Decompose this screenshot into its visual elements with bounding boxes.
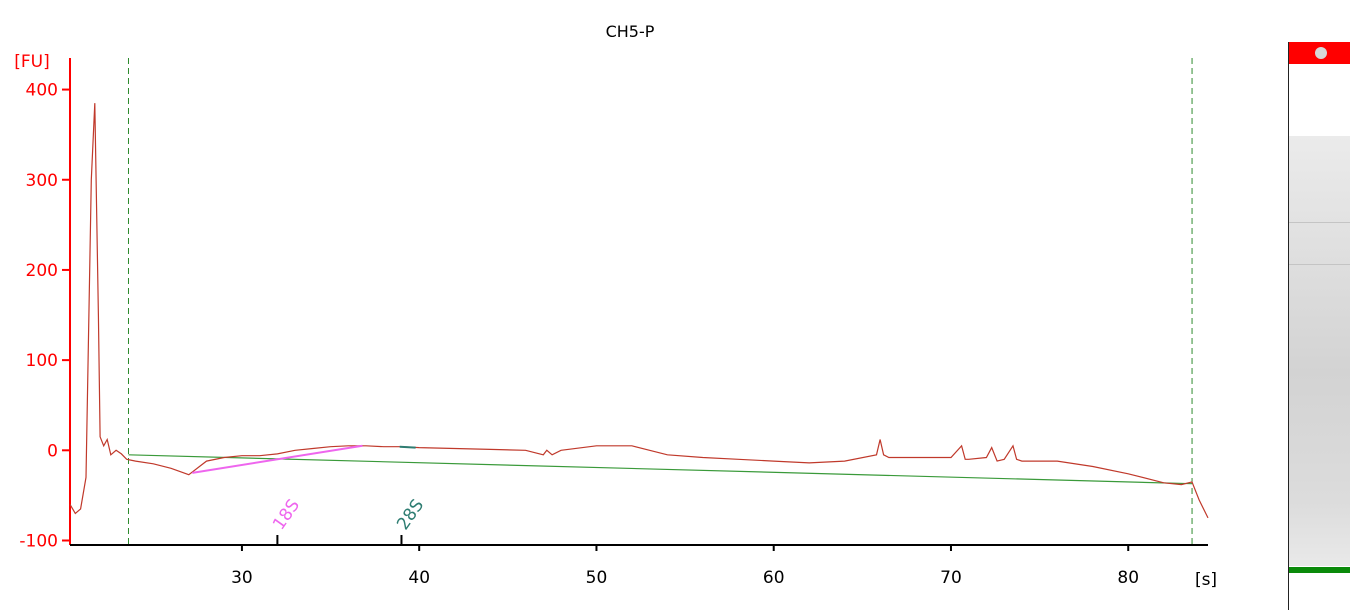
y-tick-label: 0 (47, 441, 58, 461)
plot-area: -100 0 100 200 300 400 30 40 50 60 70 80 18S 28S (19, 58, 1209, 588)
y-tick-label: 400 (26, 81, 58, 101)
y-tick-label: 200 (26, 261, 58, 281)
peak-18s-line (192, 444, 363, 474)
y-axis-unit-label: [FU] (14, 52, 50, 72)
gel-band (1289, 222, 1350, 223)
baseline-line (128, 454, 1193, 485)
gel-top-band (1289, 42, 1350, 64)
x-axis-unit-label: [s] (1195, 570, 1217, 590)
x-tick-label: 40 (408, 568, 430, 588)
x-tick-label: 70 (940, 568, 962, 588)
x-tick-label: 30 (231, 568, 253, 588)
gel-marker-band (1289, 567, 1350, 573)
gel-lane-panel (1288, 42, 1350, 610)
y-tick-label: 100 (26, 351, 58, 371)
chart-title: CH5-P (606, 22, 655, 41)
x-tick-label: 60 (763, 568, 785, 588)
peak-marker-label: 18S (269, 496, 304, 534)
gel-lane (1289, 136, 1350, 566)
trace-line (69, 103, 1209, 519)
gel-band (1289, 264, 1350, 265)
gel-top-marker (1315, 47, 1327, 59)
electropherogram-chart: CH5-P [FU] [s] -100 0 100 200 300 400 30 40 50 60… (14, 22, 1217, 590)
peak-28s-line (399, 445, 416, 449)
x-tick-label: 50 (586, 568, 608, 588)
y-tick-label: 300 (26, 171, 58, 191)
y-tick-label: -100 (19, 531, 58, 551)
x-tick-label: 80 (1117, 568, 1139, 588)
peak-marker-label: 28S (393, 496, 428, 534)
